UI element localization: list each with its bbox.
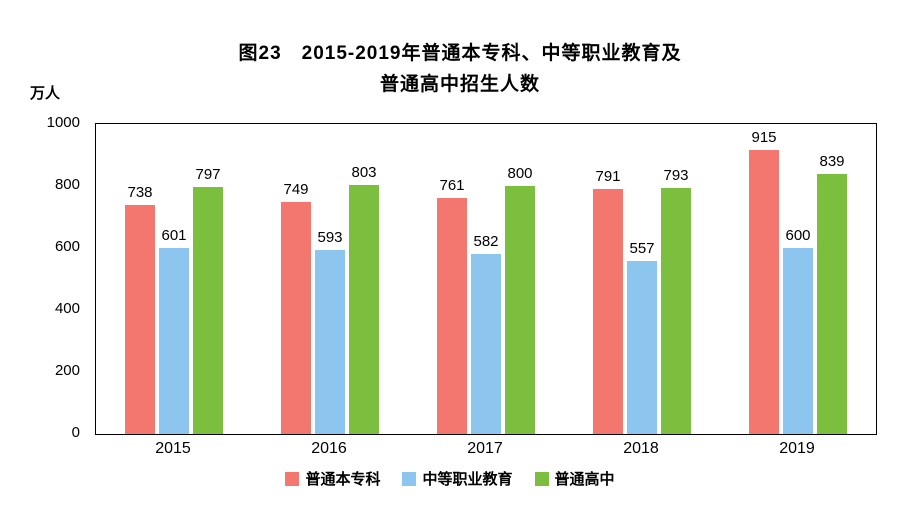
y-tick-label: 400 — [54, 300, 80, 317]
bar-中等职业教育-2019 — [783, 248, 813, 434]
bar-value-label: 797 — [195, 165, 221, 183]
y-tick-label: 0 — [71, 424, 80, 441]
legend-swatch-icon — [402, 471, 417, 486]
legend-label: 普通本专科 — [305, 471, 381, 488]
legend-label: 普通高中 — [554, 471, 615, 488]
bar-中等职业教育-2015 — [159, 247, 189, 434]
bar-普通高中-2019 — [817, 173, 847, 434]
chart-title-line2: 普通高中招生人数 — [379, 74, 540, 95]
x-tick-label: 2016 — [311, 440, 347, 457]
bar-中等职业教育-2018 — [627, 261, 657, 434]
y-tick-label: 800 — [54, 176, 80, 193]
legend-label: 中等职业教育 — [422, 471, 513, 488]
bar-普通高中-2018 — [661, 188, 691, 434]
bar-普通本专科-2019 — [749, 150, 779, 434]
chart-title: 图23 2015-2019年普通本专科、中等职业教育及 普通高中招生人数 — [0, 38, 900, 100]
bar-value-label: 738 — [127, 184, 153, 202]
bar-普通本专科-2016 — [281, 201, 311, 434]
bar-普通本专科-2015 — [125, 205, 155, 434]
bar-普通本专科-2018 — [593, 188, 623, 434]
bar-value-label: 593 — [317, 229, 343, 247]
chart-title-line1: 图23 2015-2019年普通本专科、中等职业教育及 — [238, 43, 682, 64]
bar-普通本专科-2017 — [437, 198, 467, 434]
bar-value-label: 800 — [507, 165, 533, 182]
x-axis: 2015 2016 2017 2018 2019 — [95, 440, 875, 462]
bar-value-label: 600 — [785, 227, 811, 244]
legend: 普通本专科 中等职业教育 普通高中 — [0, 468, 900, 489]
bar-value-label: 749 — [283, 180, 309, 198]
y-tick-label: 200 — [54, 362, 80, 379]
bar-value-label: 557 — [629, 240, 655, 258]
bar-value-label: 791 — [595, 167, 621, 185]
y-axis-unit-label: 万人 — [30, 85, 61, 102]
bar-普通高中-2017 — [505, 186, 535, 434]
x-tick-label: 2017 — [467, 440, 503, 457]
legend-item-中等职业教育: 中等职业教育 — [402, 468, 513, 489]
bar-value-label: 803 — [351, 164, 377, 182]
y-axis: 0 200 400 600 800 1000 — [0, 114, 88, 441]
bar-value-label: 915 — [751, 129, 777, 147]
bar-普通高中-2016 — [349, 185, 379, 434]
bar-value-label: 839 — [819, 152, 845, 170]
x-tick-label: 2015 — [155, 440, 191, 457]
y-tick-label: 1000 — [46, 114, 80, 131]
x-tick-label: 2018 — [623, 440, 659, 457]
bar-中等职业教育-2017 — [471, 253, 501, 434]
x-tick-label: 2019 — [779, 440, 815, 457]
bar-value-label: 601 — [161, 226, 187, 244]
legend-item-普通高中: 普通高中 — [534, 468, 615, 489]
bar-普通高中-2015 — [193, 186, 223, 434]
legend-item-普通本专科: 普通本专科 — [285, 468, 380, 489]
bar-value-label: 793 — [663, 167, 689, 185]
legend-swatch-icon — [285, 471, 300, 486]
plot-area: 738 601 797 749 593 803 761 582 800 791 557 793 915 6… — [95, 123, 877, 435]
bar-中等职业教育-2016 — [315, 250, 345, 434]
bar-value-label: 761 — [439, 177, 465, 195]
y-tick-label: 600 — [54, 238, 80, 255]
legend-swatch-icon — [534, 471, 549, 486]
bar-value-label: 582 — [473, 232, 499, 250]
